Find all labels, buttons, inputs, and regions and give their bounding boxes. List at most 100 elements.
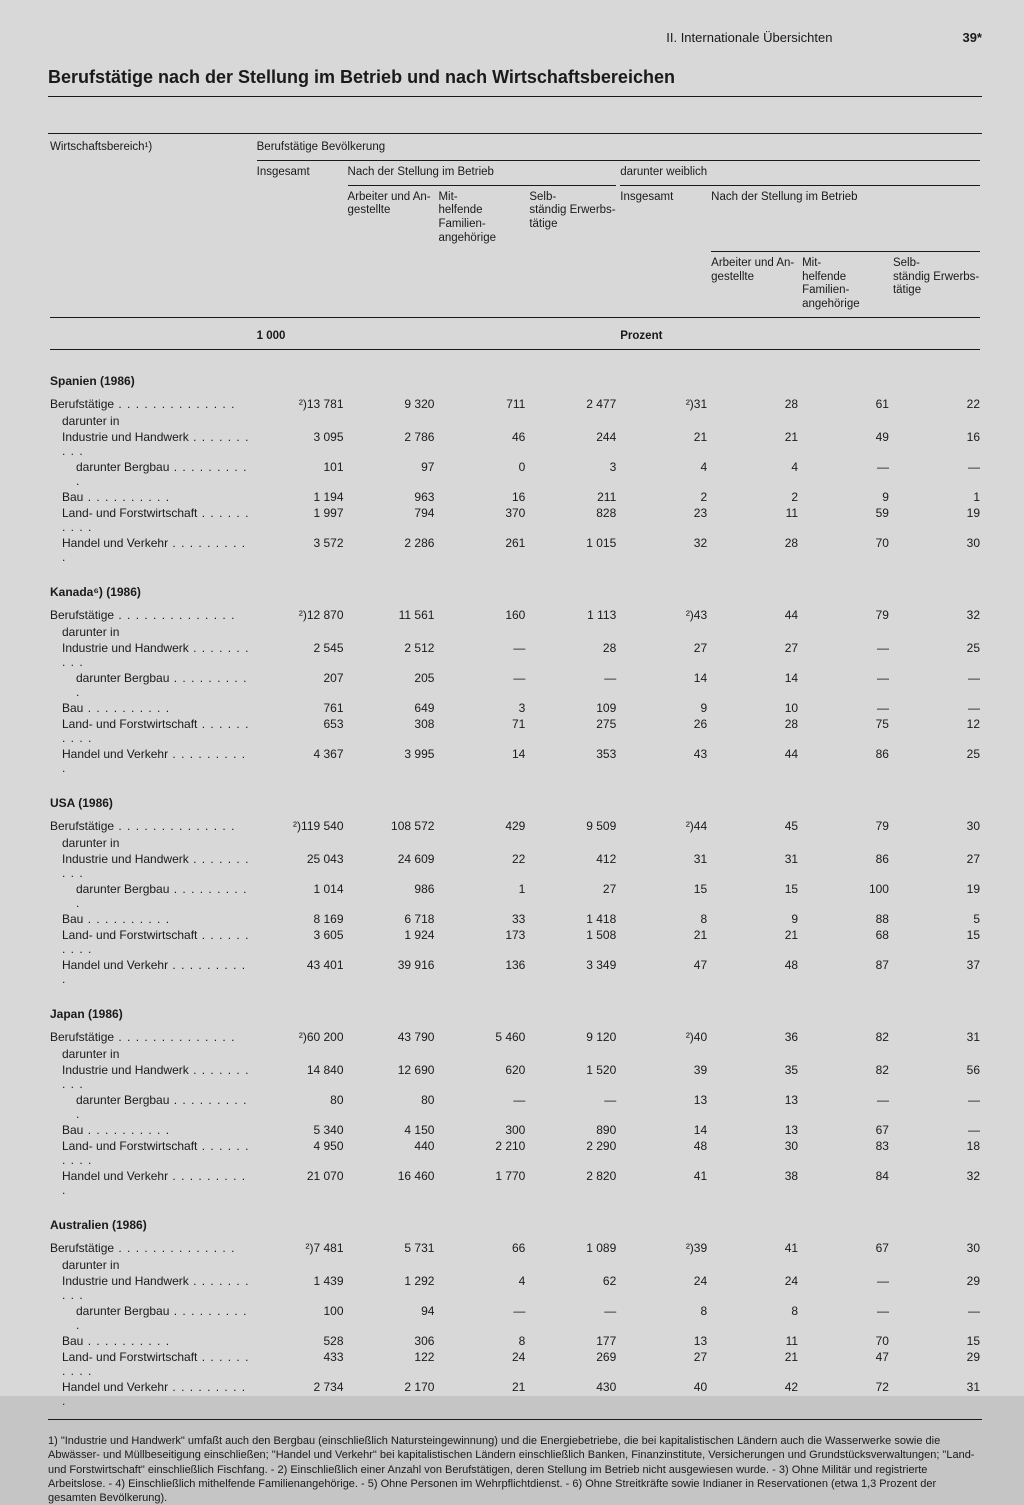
cell: 80 <box>255 1092 346 1122</box>
cell: 43 <box>618 746 709 776</box>
cell: 48 <box>618 1138 709 1168</box>
cell: ²)7 481 <box>255 1240 346 1256</box>
cell: 27 <box>618 1349 709 1379</box>
cell: 136 <box>436 957 527 987</box>
col-wirtschaft: Wirtschaftsbereich¹) <box>48 140 255 159</box>
cell: 24 609 <box>346 851 437 881</box>
row-label: Berufstätige <box>48 818 255 834</box>
cell: 82 <box>800 1029 891 1045</box>
cell: 1 508 <box>527 927 618 957</box>
col-w-insg: Insgesamt <box>618 190 709 256</box>
row-label: Bau <box>48 700 255 716</box>
cell: 40 <box>618 1379 709 1409</box>
cell: 207 <box>255 670 346 700</box>
col-w-mithelf: Mit-helfende Familien-angehörige <box>800 256 891 316</box>
row-label: Berufstätige <box>48 1240 255 1256</box>
cell: 13 <box>709 1092 800 1122</box>
cell: 1 439 <box>255 1273 346 1303</box>
cell: 39 916 <box>346 957 437 987</box>
darunter-label: darunter in <box>48 834 982 851</box>
cell: 27 <box>527 881 618 911</box>
darunter-label: darunter in <box>48 623 982 640</box>
cell: 84 <box>800 1168 891 1198</box>
cell: 79 <box>800 818 891 834</box>
header-pagenum: 39* <box>962 30 982 45</box>
cell: 261 <box>436 535 527 565</box>
cell: 6 718 <box>346 911 437 927</box>
cell: 412 <box>527 851 618 881</box>
cell: 8 <box>618 1303 709 1333</box>
cell: — <box>800 640 891 670</box>
cell: 244 <box>527 429 618 459</box>
cell: 30 <box>709 1138 800 1168</box>
row-label: Land- und Forstwirtschaft <box>48 1349 255 1379</box>
section-header: USA (1986) <box>48 776 982 818</box>
section-header: Australien (1986) <box>48 1198 982 1240</box>
cell: 306 <box>346 1333 437 1349</box>
cell: 31 <box>891 1379 982 1409</box>
cell: 12 690 <box>346 1062 437 1092</box>
cell: 71 <box>436 716 527 746</box>
cell: — <box>891 459 982 489</box>
cell: 11 561 <box>346 607 437 623</box>
cell: 5 <box>891 911 982 927</box>
row-label: Industrie und Handwerk <box>48 429 255 459</box>
cell: 94 <box>346 1303 437 1333</box>
cell: 30 <box>891 1240 982 1256</box>
row-label: Land- und Forstwirtschaft <box>48 505 255 535</box>
cell: 31 <box>709 851 800 881</box>
cell: 3 572 <box>255 535 346 565</box>
cell: 42 <box>709 1379 800 1409</box>
cell: 5 460 <box>436 1029 527 1045</box>
cell: 33 <box>436 911 527 927</box>
cell: 2 786 <box>346 429 437 459</box>
row-label: Handel und Verkehr <box>48 746 255 776</box>
cell: — <box>800 700 891 716</box>
cell: 14 <box>618 1122 709 1138</box>
cell: 36 <box>709 1029 800 1045</box>
cell: ²)31 <box>618 396 709 412</box>
cell: 28 <box>709 396 800 412</box>
cell: 300 <box>436 1122 527 1138</box>
cell: ²)43 <box>618 607 709 623</box>
cell: 4 <box>436 1273 527 1303</box>
row-label: Industrie und Handwerk <box>48 1273 255 1303</box>
cell: 32 <box>891 607 982 623</box>
cell: 38 <box>709 1168 800 1198</box>
cell: ²)39 <box>618 1240 709 1256</box>
cell: 19 <box>891 505 982 535</box>
cell: 35 <box>709 1062 800 1092</box>
cell: 8 <box>709 1303 800 1333</box>
cell: 22 <box>436 851 527 881</box>
cell: — <box>436 1092 527 1122</box>
cell: 16 <box>436 489 527 505</box>
cell: 2 210 <box>436 1138 527 1168</box>
cell: 79 <box>800 607 891 623</box>
cell: ²)13 781 <box>255 396 346 412</box>
cell: 9 320 <box>346 396 437 412</box>
cell: 528 <box>255 1333 346 1349</box>
cell: 1 520 <box>527 1062 618 1092</box>
cell: — <box>891 670 982 700</box>
cell: 1 418 <box>527 911 618 927</box>
cell: 2 286 <box>346 535 437 565</box>
cell: 14 <box>436 746 527 776</box>
cell: 29 <box>891 1273 982 1303</box>
cell: 160 <box>436 607 527 623</box>
cell: 2 734 <box>255 1379 346 1409</box>
cell: 31 <box>891 1029 982 1045</box>
cell: 4 <box>709 459 800 489</box>
cell: 890 <box>527 1122 618 1138</box>
cell: 8 <box>436 1333 527 1349</box>
cell: 8 <box>618 911 709 927</box>
cell: 9 120 <box>527 1029 618 1045</box>
cell: 761 <box>255 700 346 716</box>
cell: 3 <box>436 700 527 716</box>
cell: 67 <box>800 1122 891 1138</box>
col-w-selbst: Selb-ständig Erwerbs-tätige <box>891 256 982 316</box>
cell: 47 <box>800 1349 891 1379</box>
cell: 43 790 <box>346 1029 437 1045</box>
unit-1000: 1 000 <box>255 322 346 348</box>
cell: 269 <box>527 1349 618 1379</box>
cell: 11 <box>709 1333 800 1349</box>
